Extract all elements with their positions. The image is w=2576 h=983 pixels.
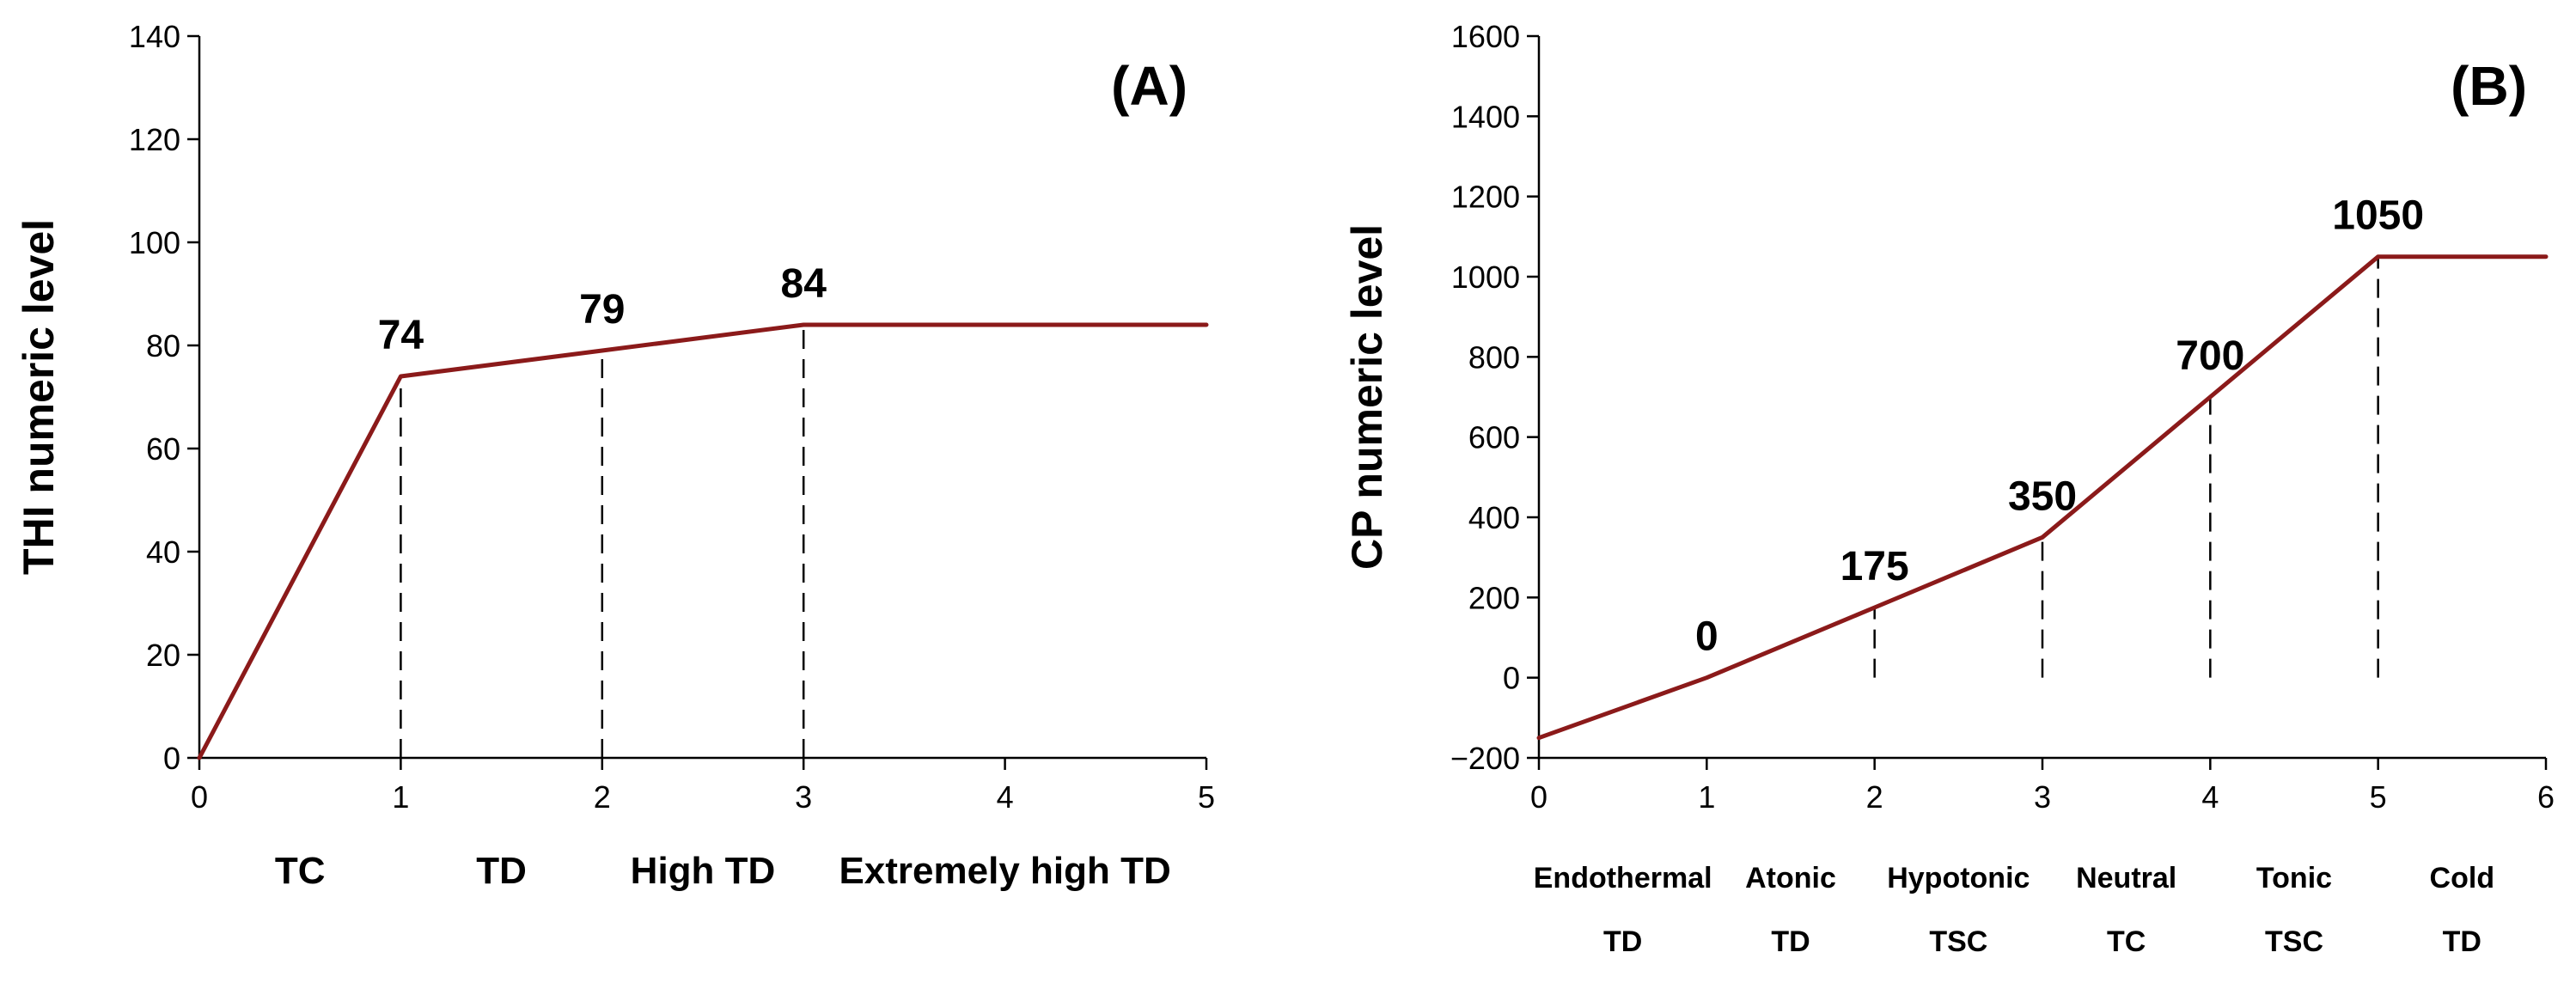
b-series-line xyxy=(1536,254,2549,741)
a-series-line xyxy=(197,322,1209,760)
a-y-tick-label: 120 xyxy=(129,122,180,157)
b-data-label: 700 xyxy=(2176,333,2244,379)
b-x-tick-label: 5 xyxy=(2370,779,2387,815)
b-data-label: 1050 xyxy=(2332,193,2424,239)
b-category-label: Hypotonic xyxy=(1887,862,2030,894)
a-category-label: Extremely high TD xyxy=(839,850,1170,892)
b-category-label: Tonic xyxy=(2256,862,2332,894)
a-panel-label: (A) xyxy=(1111,55,1187,117)
b-y-tick-label: 800 xyxy=(1468,339,1520,375)
panel-b-chart: −200 0 200 400 600 800 1000 1200 1400 1600 0 1 2 3 4 5 6… xyxy=(1343,19,2555,958)
a-y-tick-label: 80 xyxy=(146,328,180,363)
a-y-tick-label: 100 xyxy=(129,225,180,260)
b-x-tick-label: 0 xyxy=(1530,779,1547,815)
a-x-tick-label: 2 xyxy=(594,779,611,815)
a-x-tick-label: 3 xyxy=(795,779,812,815)
b-data-label: 350 xyxy=(2008,473,2077,519)
b-data-label: 175 xyxy=(1840,544,1909,589)
a-data-label: 84 xyxy=(781,261,827,307)
b-y-tick-label: 600 xyxy=(1468,420,1520,455)
b-x-tick-label: 2 xyxy=(1866,779,1883,815)
a-y-tick-label: 20 xyxy=(146,638,180,673)
a-data-label: 79 xyxy=(579,287,625,333)
b-category-label: Cold xyxy=(2430,862,2495,894)
a-category-label: High TD xyxy=(631,850,776,892)
a-x-tick-label: 5 xyxy=(1198,779,1215,815)
b-category-label: Atonic xyxy=(1745,862,1836,894)
b-y-tick-label: 1000 xyxy=(1451,259,1520,295)
b-y-tick-label: −200 xyxy=(1450,741,1520,776)
b-category-label: Endothermal xyxy=(1534,862,1712,894)
b-category-label: TSC xyxy=(2265,925,2323,958)
a-y-tick-label: 40 xyxy=(146,534,180,570)
a-y-tick-label: 60 xyxy=(146,431,180,467)
b-x-tick-label: 1 xyxy=(1698,779,1715,815)
a-category-label: TD xyxy=(476,850,527,892)
b-y-tick-label: 1200 xyxy=(1451,180,1520,215)
a-y-tick-label: 0 xyxy=(163,741,180,776)
b-x-tick-label: 3 xyxy=(2034,779,2051,815)
b-category-label: TSC xyxy=(1929,925,1987,958)
b-y-tick-label: 0 xyxy=(1503,661,1520,696)
b-y-tick-label: 200 xyxy=(1468,580,1520,615)
panel-a-chart: 0 20 40 60 80 100 120 140 0 1 2 3 4 5 74 79 84 THI numeri… xyxy=(15,19,1215,892)
a-data-label: 74 xyxy=(378,313,424,358)
b-panel-label: (B) xyxy=(2451,55,2527,117)
b-y-tick-label: 400 xyxy=(1468,500,1520,535)
a-x-tick-label: 1 xyxy=(392,779,409,815)
b-x-tick-label: 6 xyxy=(2537,779,2555,815)
b-y-tick-label: 1400 xyxy=(1451,99,1520,134)
a-y-axis-title: THI numeric level xyxy=(15,219,63,575)
b-y-tick-label: 1600 xyxy=(1451,19,1520,54)
b-y-axis-title: CP numeric level xyxy=(1343,224,1391,570)
b-category-label: Neutral xyxy=(2076,862,2176,894)
b-x-tick-label: 4 xyxy=(2201,779,2219,815)
a-x-tick-label: 0 xyxy=(191,779,208,815)
b-category-label: TD xyxy=(2443,925,2481,958)
a-category-label: TC xyxy=(275,850,326,892)
b-category-label: TC xyxy=(2107,925,2146,958)
b-data-label: 0 xyxy=(1695,614,1718,660)
a-y-tick-label: 140 xyxy=(129,19,180,54)
b-category-label: TD xyxy=(1603,925,1642,958)
a-x-tick-label: 4 xyxy=(997,779,1014,815)
b-category-label: TD xyxy=(1771,925,1810,958)
